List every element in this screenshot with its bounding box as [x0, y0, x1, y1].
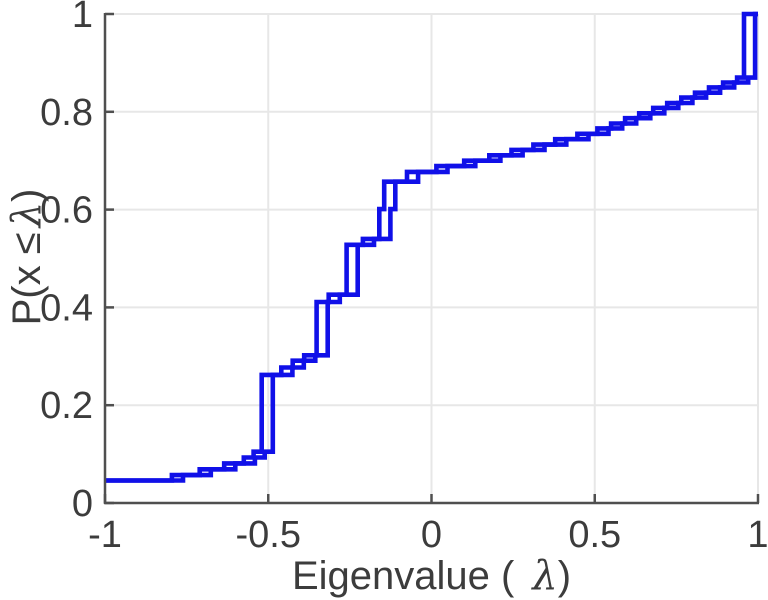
x-tick-label: -1 [88, 514, 122, 556]
lambda-symbol: λ [532, 553, 558, 599]
x-axis-label-text: Eigenvalue ( [291, 554, 515, 598]
x-tick-label: 1 [747, 514, 768, 556]
y-axis-label-text: P(x ≤ [5, 232, 49, 326]
y-tick-label: 0.6 [40, 190, 93, 232]
ecdf-2-path [105, 11, 758, 483]
x-axis-label: Eigenvalue ( λ) [105, 553, 758, 599]
x-axis-label-close: ) [557, 554, 572, 598]
y-tick-label: 0 [72, 483, 93, 525]
y-tick-label: 0.8 [40, 92, 93, 134]
y-axis-label: P(x ≤ λ) [4, 189, 50, 326]
x-tick-label: 0.5 [568, 514, 621, 556]
y-tick-label: 0.4 [40, 287, 93, 329]
y-tick-label: 1 [72, 0, 93, 36]
x-tick-label: 0 [421, 514, 442, 556]
x-tick-label: -0.5 [236, 514, 301, 556]
y-tick-label: 0.2 [40, 385, 93, 427]
y-axis-label-close: ) [5, 188, 49, 202]
lambda-symbol: λ [4, 201, 50, 228]
